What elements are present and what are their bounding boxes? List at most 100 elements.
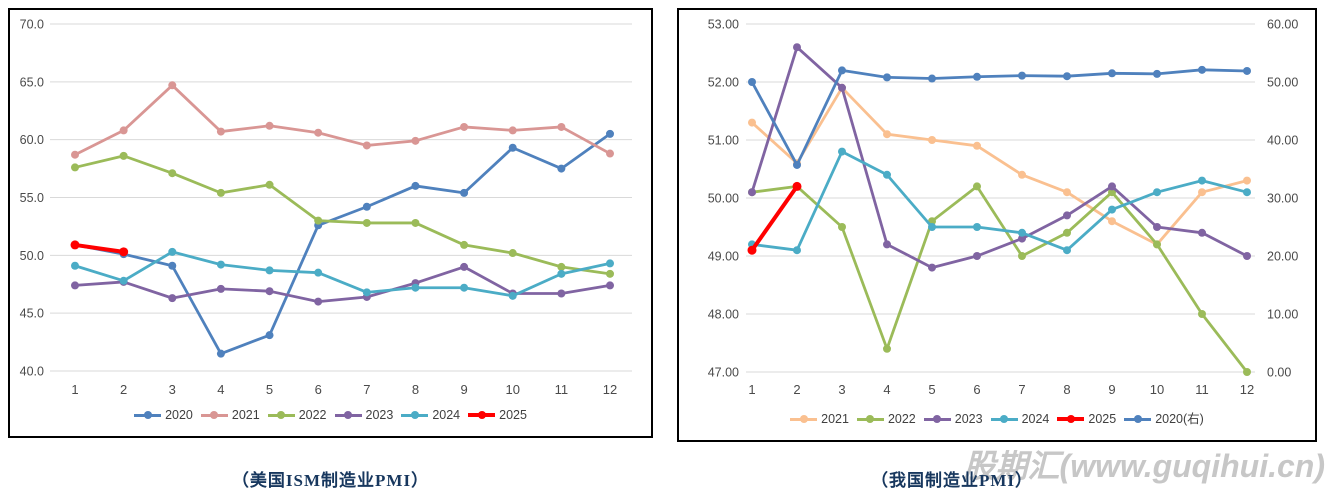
data-point bbox=[748, 188, 756, 197]
data-point bbox=[460, 122, 469, 131]
data-point bbox=[314, 268, 323, 277]
data-point bbox=[508, 249, 517, 258]
y-axis-tick: 70.0 bbox=[20, 18, 44, 32]
data-point bbox=[1153, 188, 1161, 197]
data-point bbox=[314, 297, 323, 306]
series-line bbox=[73, 250, 612, 298]
legend-label: 2025 bbox=[499, 408, 527, 422]
legend-marker-icon bbox=[134, 411, 162, 420]
series-2023 bbox=[748, 43, 1251, 272]
legend-label: 2025 bbox=[1088, 412, 1117, 426]
data-point bbox=[1198, 228, 1206, 237]
legend-item-2021: 2021 bbox=[200, 408, 260, 422]
data-point bbox=[606, 281, 614, 290]
data-point bbox=[748, 118, 756, 127]
data-point bbox=[1243, 252, 1251, 260]
data-point bbox=[411, 136, 420, 145]
legend-label: 2021 bbox=[231, 408, 260, 422]
data-point bbox=[1018, 170, 1026, 179]
y-axis-tick: 40.0 bbox=[20, 365, 44, 379]
data-point bbox=[70, 240, 80, 250]
data-point bbox=[71, 281, 79, 290]
data-point bbox=[1153, 69, 1161, 78]
series-line bbox=[73, 154, 612, 276]
data-point bbox=[168, 247, 177, 256]
x-axis-tick: 1 bbox=[748, 382, 755, 397]
data-point bbox=[1063, 246, 1071, 255]
legend-item-2022: 2022 bbox=[856, 412, 916, 426]
x-axis-tick: 11 bbox=[1195, 382, 1209, 397]
legend-item-2024: 2024 bbox=[401, 409, 460, 422]
x-axis-tick: 10 bbox=[505, 382, 519, 397]
data-point bbox=[1243, 66, 1251, 75]
data-point bbox=[1018, 252, 1026, 260]
data-point bbox=[362, 202, 371, 211]
data-point bbox=[216, 127, 225, 136]
data-point bbox=[1018, 71, 1026, 80]
legend-item-2025: 2025 bbox=[1057, 413, 1116, 426]
y-axis-tick: 60.0 bbox=[20, 133, 44, 147]
data-point bbox=[606, 259, 614, 268]
data-point bbox=[1243, 188, 1251, 197]
y2-axis-tick: 20.00 bbox=[1267, 250, 1298, 264]
y-axis-tick: 45.0 bbox=[20, 307, 44, 321]
y-axis-tick: 51.00 bbox=[708, 134, 739, 148]
chart-legend: 2020 2021 2022 2023 2024 2025 bbox=[10, 409, 651, 422]
data-point bbox=[557, 289, 566, 298]
x-axis-tick: 4 bbox=[217, 382, 224, 397]
legend-item-2022: 2022 bbox=[267, 408, 327, 422]
legend-label: 2022 bbox=[298, 408, 327, 422]
y-axis-tick: 65.0 bbox=[20, 75, 44, 89]
data-point bbox=[1108, 182, 1116, 191]
data-point bbox=[748, 78, 756, 86]
series-line bbox=[73, 83, 612, 157]
data-point bbox=[1108, 205, 1116, 214]
data-point bbox=[838, 223, 846, 231]
data-point bbox=[1018, 234, 1026, 243]
data-point bbox=[265, 121, 274, 130]
data-point bbox=[460, 240, 469, 249]
legend-marker-icon bbox=[468, 411, 496, 420]
data-point bbox=[928, 263, 936, 272]
legend-dot-icon bbox=[1000, 415, 1009, 424]
legend-item-2021: 2021 bbox=[790, 413, 849, 426]
data-point bbox=[1198, 176, 1206, 185]
legend-label: 2022 bbox=[887, 412, 916, 426]
legend-dot-icon bbox=[143, 411, 152, 420]
series-2024 bbox=[748, 147, 1251, 255]
data-point bbox=[883, 240, 891, 249]
data-point bbox=[216, 349, 225, 358]
x-axis-tick: 2 bbox=[120, 382, 127, 397]
y-axis-tick: 50.00 bbox=[708, 192, 739, 206]
x-axis-tick: 8 bbox=[412, 382, 419, 397]
data-point bbox=[1198, 188, 1206, 197]
data-point bbox=[793, 246, 801, 255]
data-point bbox=[1243, 176, 1251, 185]
x-axis-tick: 12 bbox=[603, 382, 617, 397]
data-point bbox=[216, 260, 225, 269]
data-point bbox=[606, 129, 614, 138]
data-point bbox=[747, 245, 757, 255]
x-axis-tick: 9 bbox=[460, 382, 467, 397]
series-line bbox=[750, 68, 1249, 167]
series-line bbox=[750, 150, 1249, 252]
data-point bbox=[606, 269, 614, 278]
y2-axis-tick: 0.00 bbox=[1267, 366, 1291, 380]
y-axis-tick: 53.00 bbox=[708, 18, 739, 32]
watermark: 股期汇(www.guqihui.cn) bbox=[963, 448, 1325, 484]
x-axis-tick: 5 bbox=[928, 382, 935, 397]
data-point bbox=[557, 164, 566, 173]
legend-item-2024: 2024 bbox=[990, 413, 1049, 426]
series-2020 bbox=[71, 129, 614, 358]
data-point bbox=[411, 181, 420, 190]
series-2020(右) bbox=[748, 65, 1251, 169]
x-axis-tick: 6 bbox=[973, 382, 980, 397]
data-point bbox=[793, 160, 801, 169]
data-point bbox=[460, 283, 469, 292]
x-axis-tick: 6 bbox=[315, 382, 322, 397]
legend-dot-icon bbox=[866, 415, 875, 424]
legend-marker-icon bbox=[401, 411, 429, 420]
data-point bbox=[1108, 188, 1116, 197]
legend-dot-icon bbox=[210, 411, 219, 420]
data-point bbox=[1063, 228, 1071, 237]
